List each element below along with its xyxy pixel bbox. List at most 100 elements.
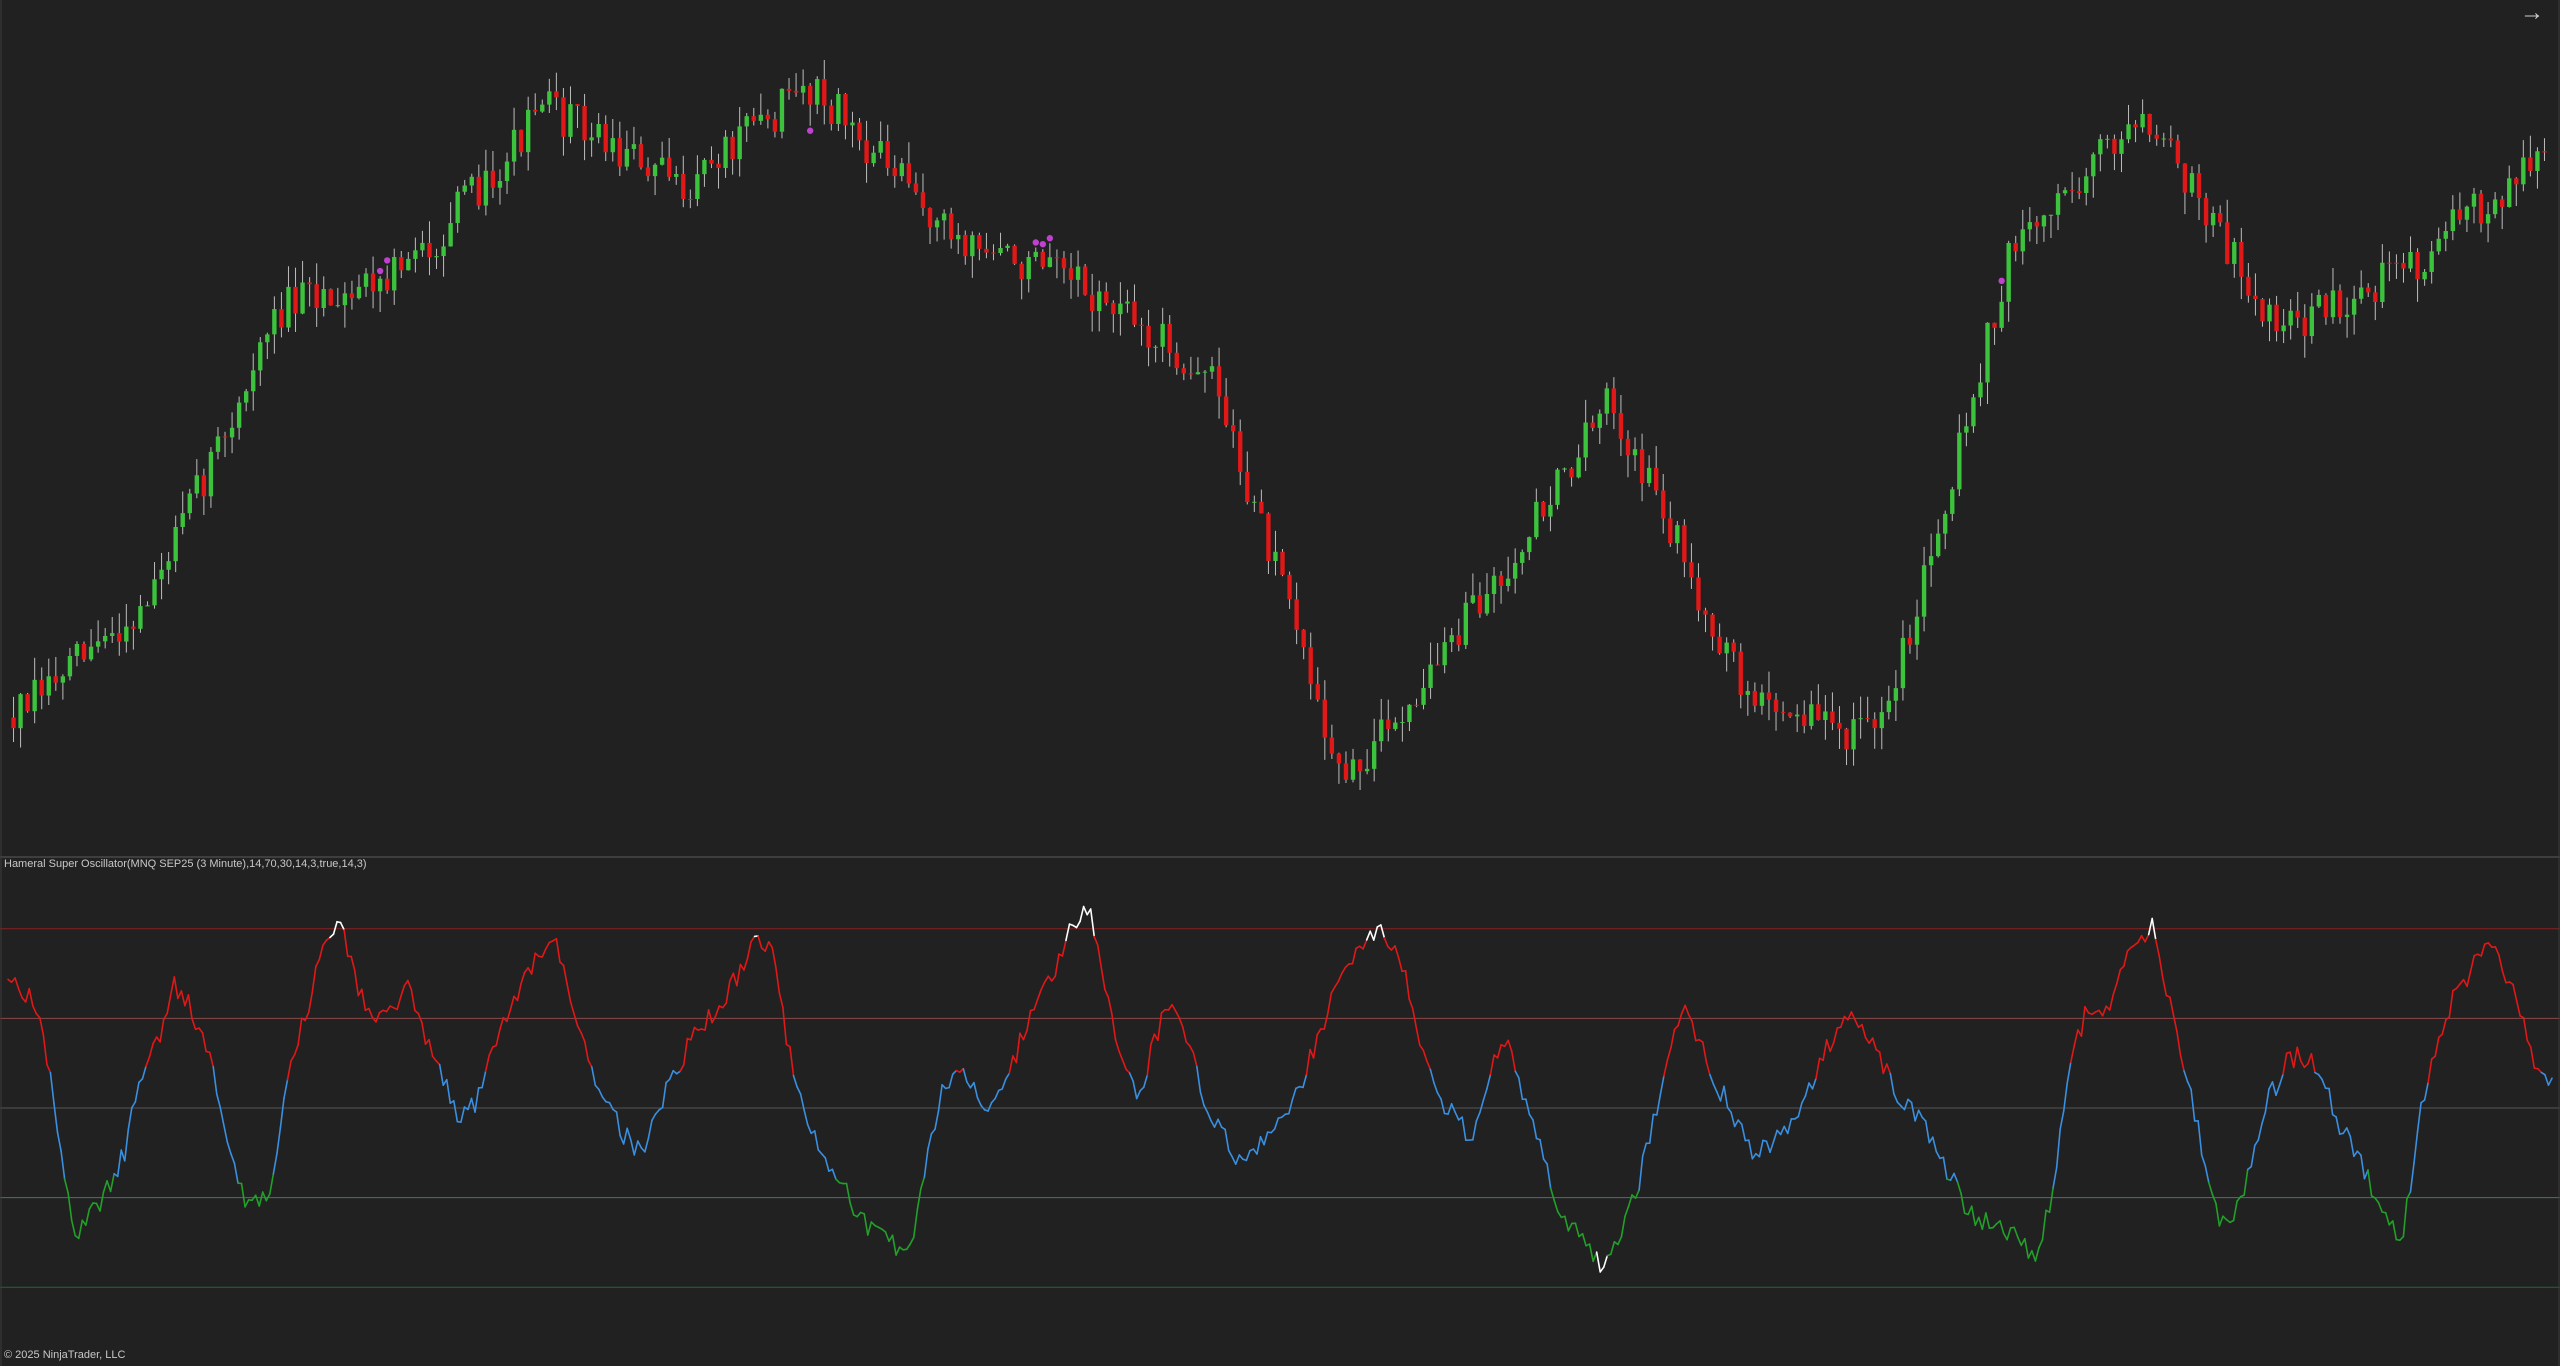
candle-up — [815, 79, 820, 105]
candle-up — [272, 309, 277, 335]
candle-up — [871, 152, 876, 164]
oscillator-segment — [743, 957, 749, 971]
oscillator-segment — [2289, 1051, 2295, 1069]
oscillator-segment — [2013, 1226, 2019, 1238]
oscillator-segment — [2126, 946, 2132, 952]
candle-down — [328, 289, 333, 306]
candle-up — [1921, 565, 1927, 617]
oscillator-segment — [1825, 1039, 1831, 1053]
oscillator-segment — [39, 1017, 45, 1036]
candle-up — [1724, 642, 1729, 654]
candle-down — [1844, 728, 1849, 750]
price-panel[interactable] — [11, 60, 2547, 790]
candle-up — [2309, 306, 2315, 337]
candle-up — [2027, 222, 2033, 230]
oscillator-segment — [2066, 1061, 2072, 1084]
candle-up — [589, 137, 594, 141]
candle-up — [1971, 397, 1976, 427]
oscillator-segment — [2317, 1073, 2323, 1081]
candle-down — [1498, 575, 1504, 586]
candle-down — [1435, 664, 1440, 666]
oscillator-segment — [1702, 1041, 1708, 1063]
oscillator-segment — [764, 940, 770, 952]
candle-down — [25, 694, 30, 712]
oscillator-segment — [2108, 993, 2115, 1011]
oscillator-segment — [2034, 1246, 2040, 1262]
oscillator-segment — [1411, 1007, 1418, 1029]
oscillator-segment — [1659, 1075, 1665, 1096]
oscillator-segment — [782, 1006, 788, 1046]
candle-up — [497, 181, 503, 188]
candle-up — [652, 164, 658, 177]
oscillator-segment — [184, 994, 190, 1007]
candle-down — [892, 168, 897, 177]
oscillator-segment — [63, 1178, 69, 1194]
candle-up — [159, 569, 164, 580]
oscillator-segment — [350, 955, 356, 972]
oscillator-segment — [820, 1153, 827, 1159]
oscillator-segment — [467, 1097, 473, 1111]
signal-dot — [383, 257, 391, 264]
oscillator-segment — [2052, 1166, 2058, 1189]
oscillator-segment — [1567, 1222, 1573, 1232]
candle-down — [1541, 501, 1546, 517]
oscillator-segment — [2154, 938, 2161, 957]
oscillator-segment — [265, 1193, 271, 1202]
oscillator-segment — [626, 1127, 632, 1141]
oscillator-segment — [1185, 1041, 1191, 1047]
oscillator-segment — [1811, 1077, 1817, 1090]
oscillator-segment — [2310, 1052, 2316, 1074]
oscillator-segment — [576, 1025, 582, 1034]
oscillator-segment — [2391, 1220, 2398, 1241]
oscillator-segment — [2416, 1101, 2422, 1133]
candle-down — [1386, 719, 1391, 729]
oscillator-segment — [290, 1053, 296, 1062]
oscillator-segment — [145, 1055, 151, 1068]
oscillator-segment — [1542, 1158, 1548, 1165]
candle-down — [1766, 692, 1772, 700]
oscillator-segment — [767, 940, 774, 949]
oscillator-segment — [407, 979, 413, 991]
arrow-right-icon[interactable]: → — [2520, 0, 2544, 26]
oscillator-segment — [488, 1046, 494, 1056]
candle-up — [1886, 700, 1892, 713]
oscillator-segment — [1985, 1212, 1991, 1230]
candle-down — [2337, 290, 2343, 317]
oscillator-segment — [1889, 1072, 1895, 1095]
oscillator-segment — [934, 1109, 940, 1130]
oscillator-segment — [1210, 1119, 1216, 1128]
oscillator-segment — [46, 1063, 52, 1074]
candle-down — [1068, 268, 1074, 280]
oscillator-segment — [148, 1042, 154, 1058]
oscillator-segment — [1514, 1070, 1520, 1079]
oscillator-segment — [1436, 1091, 1442, 1100]
oscillator-segment — [1503, 1039, 1510, 1048]
oscillator-segment — [1433, 1081, 1439, 1094]
oscillator-segment — [831, 1168, 837, 1181]
candle-down — [1308, 647, 1313, 685]
oscillator-segment — [1769, 1140, 1775, 1154]
signal-dot — [1039, 240, 1047, 248]
oscillator-segment — [1404, 969, 1410, 1000]
candle-up — [1999, 301, 2004, 328]
candle-up — [596, 123, 601, 138]
oscillator-segment — [2073, 1029, 2079, 1047]
candle-up — [2380, 262, 2385, 303]
oscillator-panel[interactable] — [7, 905, 2553, 1273]
oscillator-segment — [566, 983, 572, 1003]
oscillator-segment — [2137, 934, 2143, 944]
candle-up — [1928, 556, 1934, 566]
oscillator-segment — [2299, 1060, 2306, 1069]
candle-up — [1597, 413, 1602, 428]
oscillator-segment — [736, 963, 742, 987]
oscillator-segment — [1217, 1118, 1223, 1128]
oscillator-segment — [371, 1016, 377, 1023]
oscillator-segment — [1705, 1061, 1711, 1076]
oscillator-segment — [1387, 945, 1393, 951]
candle-down — [427, 242, 432, 258]
candle-up — [758, 114, 764, 121]
oscillator-segment — [1334, 980, 1340, 988]
oscillator-segment — [2183, 1070, 2189, 1083]
